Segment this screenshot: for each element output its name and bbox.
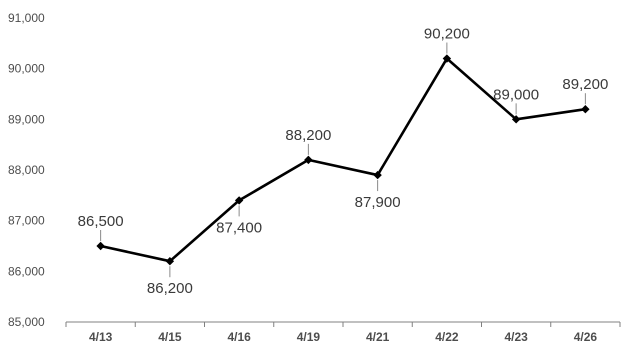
x-tick-label: 4/15 (158, 330, 182, 344)
series-line (100, 57, 586, 263)
data-label: 88,200 (285, 127, 331, 144)
data-label: 87,900 (355, 194, 401, 211)
x-tick-label: 4/22 (435, 330, 459, 344)
data-point-marker (96, 241, 105, 251)
data-labels: 86,500 86,200 87,400 88,200 87,900 90,200 89,0… (78, 26, 609, 298)
y-tick-label: 88,000 (8, 163, 45, 177)
y-tick-label: 90,000 (8, 62, 45, 76)
x-tick-label: 4/13 (89, 330, 113, 344)
y-tick-label: 87,000 (8, 214, 45, 228)
data-point-marker (442, 54, 452, 63)
y-tick-label: 89,000 (8, 112, 45, 126)
data-point-marker (511, 115, 521, 124)
y-axis: 85,000 86,000 87,000 88,000 89,000 90,000 91,0… (8, 11, 45, 329)
data-label: 86,200 (147, 280, 193, 297)
x-tick-label: 4/16 (227, 330, 251, 344)
data-point-marker (234, 196, 244, 205)
data-label: 86,500 (78, 213, 124, 230)
data-label: 89,000 (493, 86, 539, 103)
data-point-marker (373, 170, 382, 180)
data-point-marker (304, 155, 313, 165)
y-tick-label: 91,000 (8, 11, 45, 25)
y-tick-label: 86,000 (8, 264, 45, 278)
x-tick-label: 4/26 (574, 330, 598, 344)
data-point-marker (165, 257, 175, 266)
x-tick-label: 4/19 (297, 330, 321, 344)
x-tick-label: 4/21 (366, 330, 390, 344)
y-tick-label: 85,000 (8, 315, 45, 329)
data-label: 89,200 (562, 76, 608, 93)
x-tick-label: 4/23 (504, 330, 528, 344)
data-point-marker (581, 105, 590, 114)
data-label: 87,400 (216, 219, 262, 236)
series-layer (96, 54, 590, 266)
x-axis: 4/13 4/15 4/16 4/19 4/21 4/22 4/23 4/26 (65, 321, 621, 344)
data-label: 90,200 (424, 26, 470, 43)
